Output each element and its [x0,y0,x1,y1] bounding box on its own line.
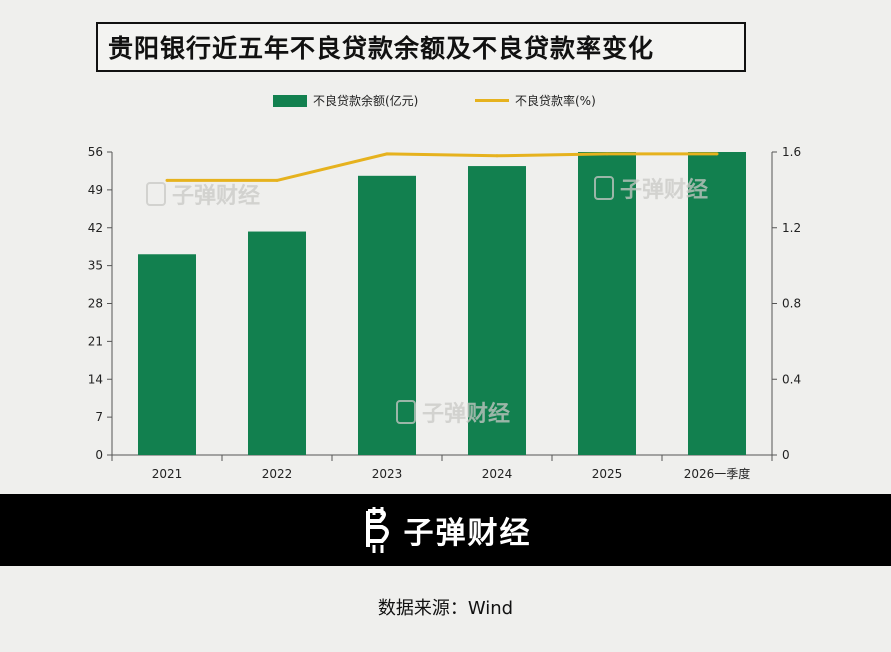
chart-svg: 0 7 14 21 28 35 42 49 56 0 0.4 0.8 1.2 1.6 2021 2022 202… [88,145,801,481]
footer-logo: 子弹财经 [360,507,532,553]
footer-band: 子弹财经 [0,494,891,566]
x-tick-label: 2022 [262,467,293,481]
bar [248,231,306,455]
y-left-tick-label: 28 [88,297,103,311]
rate-point [605,152,609,156]
bar [688,152,746,455]
y-left-tick-label: 0 [95,448,103,462]
rate-line [167,152,717,182]
bar [578,152,636,455]
legend-item-line: 不良贷款率(%) [475,92,596,109]
y-right-tick-label: 1.6 [782,145,801,159]
brand-logo-icon [365,507,389,553]
y-right-tick-label: 0 [782,448,790,462]
watermark-right: 子弹财经 [594,172,708,204]
bar [358,175,416,456]
chart-title: 贵阳银行近五年不良贷款余额及不良贷款率变化 [96,22,746,72]
legend-item-bar: 不良贷款余额(亿元) [273,92,418,109]
rate-point [715,152,719,156]
rate-point [275,178,279,182]
legend-label-line: 不良贷款率(%) [515,94,596,108]
footer-brand-text: 子弹财经 [403,516,532,551]
x-tick-label: 2024 [482,467,513,481]
bar [468,166,526,455]
x-tick-label: 2021 [152,467,183,481]
legend-label-bar: 不良贷款余额(亿元) [313,94,419,108]
legend-swatch-line [475,99,509,102]
y-left-tick-label: 56 [88,145,103,159]
y-right-tick-label: 0.8 [782,297,801,311]
rate-point [165,178,169,182]
y-left-tick-label: 42 [88,221,103,235]
y-left-tick-label: 7 [95,410,103,424]
watermark-text-center: 子弹财经 [422,402,511,427]
legend-swatch-bar [273,94,307,107]
watermark-text-left: 子弹财经 [172,184,261,209]
rate-point [495,154,499,158]
y-right-tick-label: 0.4 [782,372,801,386]
watermark-text-right: 子弹财经 [620,178,709,203]
bar [138,254,196,455]
y-left-tick-label: 35 [88,259,103,273]
y-right-tick-label: 1.2 [782,221,801,235]
x-tick-label: 2025 [592,467,623,481]
x-tick-label: 2026一季度 [684,466,751,481]
watermark-left: 子弹财经 [146,178,260,210]
y-left-tick-label: 21 [88,334,103,348]
rate-point [385,152,389,156]
chart-legend: 不良贷款余额(亿元) 不良贷款率(%) [0,92,891,112]
watermark-logo-icon [396,400,416,424]
watermark-center: 子弹财经 [396,396,510,428]
y-left-tick-label: 49 [88,183,103,197]
x-tick-label: 2023 [372,467,403,481]
watermark-logo-icon [146,182,166,206]
y-left-tick-label: 14 [88,372,103,386]
watermark-logo-icon [594,176,614,200]
data-source: 数据来源：Wind [377,598,514,619]
